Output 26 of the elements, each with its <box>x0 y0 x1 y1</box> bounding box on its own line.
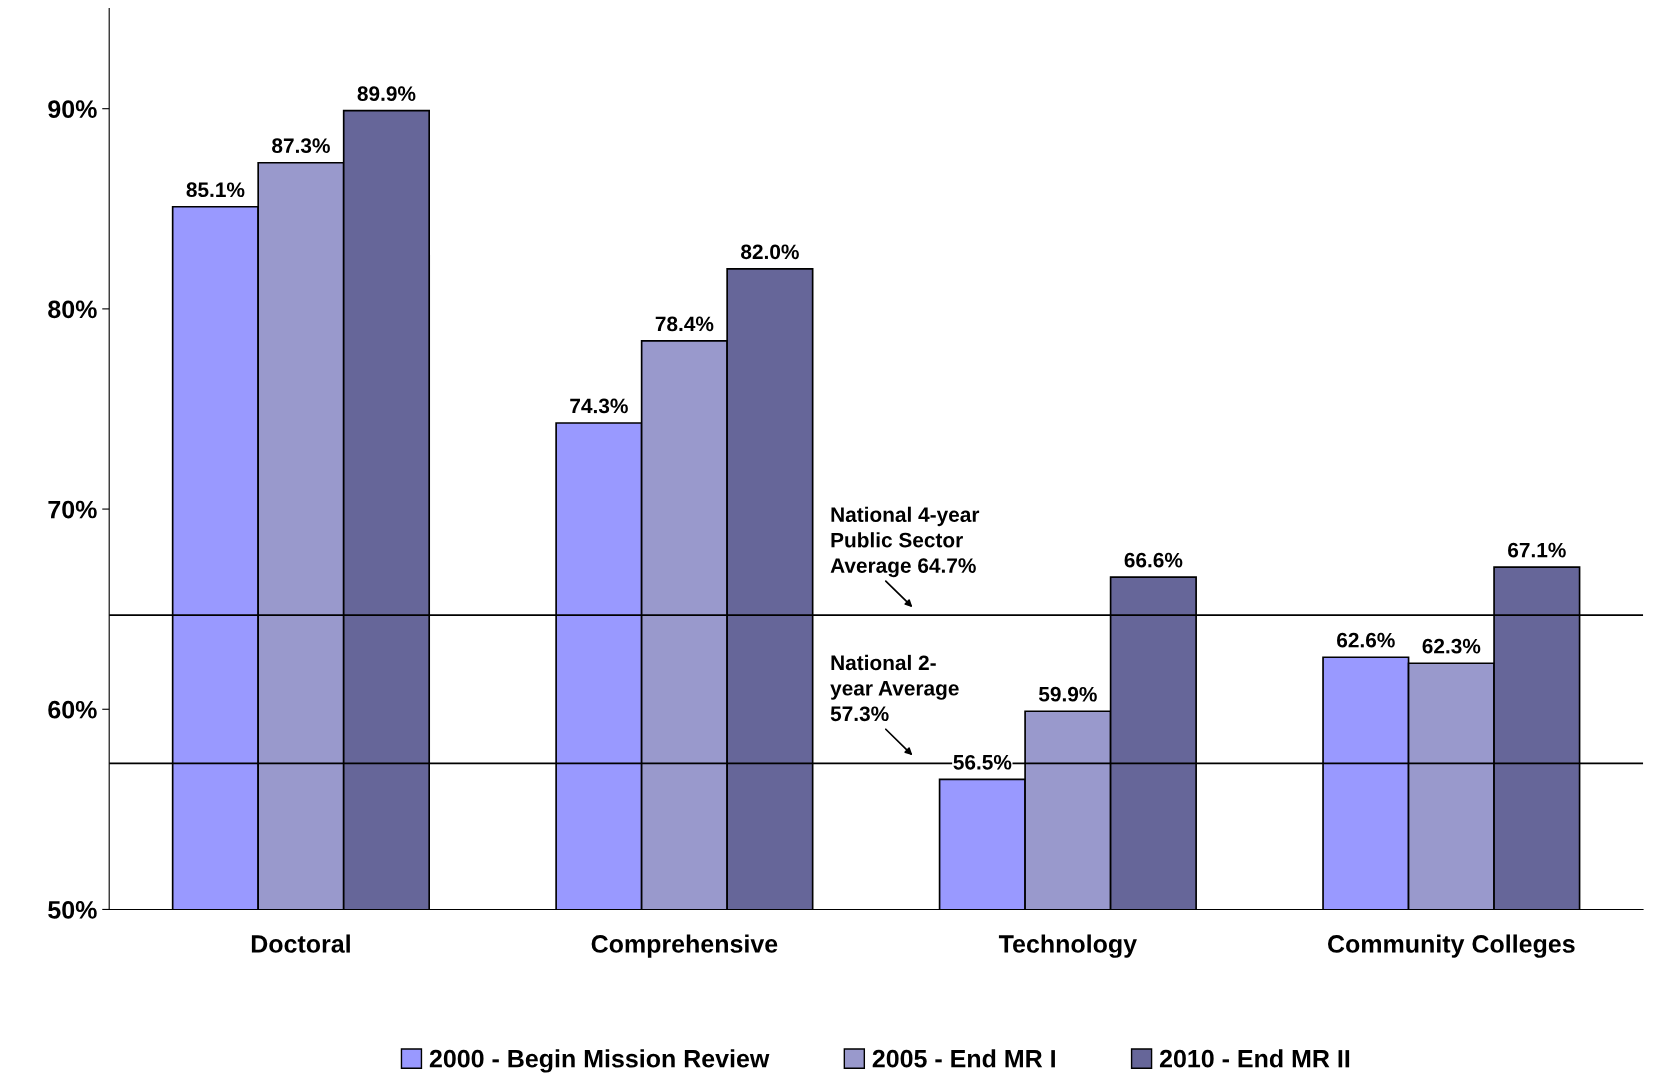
x-tick-label: Comprehensive <box>591 934 778 958</box>
legend-label: 2005 - End MR I <box>872 1049 1055 1068</box>
data-label: 78.4% <box>655 316 714 332</box>
data-label: 62.6% <box>1337 632 1395 648</box>
y-tick-label: 50% <box>48 901 97 919</box>
data-label: 85.1% <box>186 182 245 198</box>
data-label: 74.3% <box>570 398 628 414</box>
data-label: 82.0% <box>741 244 799 260</box>
x-tick-label: Doctoral <box>251 934 350 953</box>
x-tick-label: Technology <box>998 934 1137 958</box>
y-tick-label: 80% <box>48 300 97 319</box>
data-label: 67.1% <box>1508 542 1566 558</box>
legend-label: 2000 - Begin Mission Review <box>429 1049 770 1073</box>
legend-label: 2010 - End MR II <box>1159 1049 1350 1068</box>
y-tick-label: 70% <box>48 500 97 519</box>
ref-line-label: National 2- year Average 57.3% <box>830 654 959 722</box>
x-tick-label: Community Colleges <box>1328 934 1575 958</box>
data-label: 62.3% <box>1422 638 1481 654</box>
data-label: 89.9% <box>357 86 416 102</box>
data-label: 87.3% <box>272 138 330 154</box>
data-label: 59.9% <box>1038 686 1097 702</box>
data-label: 56.5% <box>953 754 1012 770</box>
ref-line-label: National 4-year Public Sector Average 64.7% <box>830 506 980 578</box>
data-label: 66.6% <box>1124 552 1183 568</box>
y-tick-label: 90% <box>48 100 97 118</box>
y-tick-label: 60% <box>48 700 97 719</box>
